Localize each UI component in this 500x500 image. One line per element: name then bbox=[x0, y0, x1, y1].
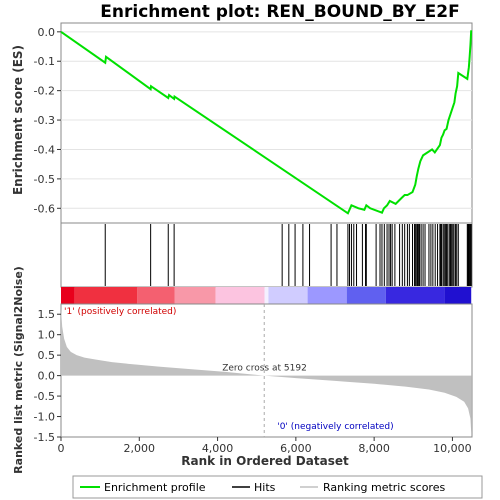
x-tick-label: 6,000 bbox=[280, 442, 312, 455]
chart-title: Enrichment plot: REN_BOUND_BY_E2F bbox=[100, 2, 459, 22]
es-y-tick-label: -0.1 bbox=[34, 55, 55, 68]
rank-color-bar bbox=[61, 287, 472, 304]
rank-bar-segment bbox=[61, 287, 75, 304]
legend-label-enrichment-profile: Enrichment profile bbox=[104, 481, 206, 494]
rank-bar-segment bbox=[137, 287, 175, 304]
es-y-tick-label: -0.4 bbox=[34, 143, 55, 156]
x-tick-label: 0 bbox=[58, 442, 65, 455]
es-y-tick-label: 0.0 bbox=[38, 26, 56, 39]
es-y-tick-label: -0.3 bbox=[34, 114, 55, 127]
metric-y-tick-label: -0.5 bbox=[34, 390, 55, 403]
rank-bar-segment bbox=[264, 287, 269, 304]
x-tick-label: 2,000 bbox=[124, 442, 156, 455]
metric-y-tick-label: 0.0 bbox=[38, 370, 56, 383]
es-y-tick-label: -0.6 bbox=[34, 202, 55, 215]
legend-label-hits: Hits bbox=[254, 481, 276, 494]
es-y-axis-label: Enrichment score (ES) bbox=[11, 45, 25, 195]
legend: Enrichment profile Hits Ranking metric s… bbox=[72, 475, 483, 499]
rank-bar-segment bbox=[346, 287, 386, 304]
rank-bar-segment bbox=[307, 287, 347, 304]
metric-y-axis-label: Ranked list metric (Signal2Noise) bbox=[12, 266, 25, 474]
es-y-tick-label: -0.5 bbox=[34, 173, 55, 186]
metric-y-tick-label: 1.5 bbox=[38, 308, 56, 321]
rank-bar-segment bbox=[215, 287, 265, 304]
es-y-tick-label: -0.2 bbox=[34, 85, 55, 98]
ranking-metric-area bbox=[61, 308, 472, 433]
negative-correlation-label: '0' (negatively correlated) bbox=[277, 422, 393, 432]
x-axis-ticks: 0 2,000 4,000 6,000 8,000 10,000 bbox=[58, 437, 472, 455]
es-panel-frame bbox=[60, 22, 473, 224]
x-axis-label: Rank in Ordered Dataset bbox=[181, 454, 349, 468]
legend-label-ranking-metric: Ranking metric scores bbox=[323, 481, 445, 494]
rank-bar-segment bbox=[444, 287, 472, 304]
hit-markers bbox=[104, 224, 472, 286]
es-gridlines bbox=[61, 31, 472, 209]
es-y-ticks: 0.0 -0.1 -0.2 -0.3 -0.4 -0.5 -0.6 bbox=[34, 26, 61, 215]
hits-panel-frame bbox=[60, 222, 473, 288]
x-tick-label: 10,000 bbox=[433, 442, 472, 455]
metric-y-tick-label: -1.0 bbox=[34, 411, 55, 424]
metric-y-tick-label: 1.0 bbox=[38, 329, 56, 342]
metric-y-tick-label: -1.5 bbox=[34, 431, 55, 444]
metric-y-ticks: 1.5 1.0 0.5 0.0 -0.5 -1.0 -1.5 bbox=[34, 308, 61, 444]
legend-frame bbox=[72, 475, 483, 499]
rank-bar-segment bbox=[385, 287, 445, 304]
positive-correlation-label: '1' (positively correlated) bbox=[64, 307, 176, 317]
rank-bar-segment bbox=[74, 287, 138, 304]
x-tick-label: 4,000 bbox=[202, 442, 234, 455]
x-tick-label: 8,000 bbox=[358, 442, 390, 455]
rank-bar-segment bbox=[268, 287, 308, 304]
metric-y-tick-label: 0.5 bbox=[38, 349, 56, 362]
zero-cross-label: Zero cross at 5192 bbox=[222, 364, 307, 374]
rank-bar-segment bbox=[174, 287, 216, 304]
enrichment-profile-line bbox=[60, 30, 473, 215]
